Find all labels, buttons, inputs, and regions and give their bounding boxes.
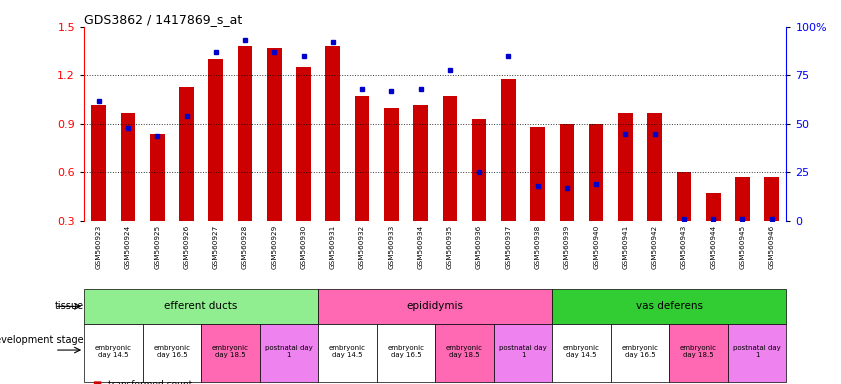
Text: GSM560923: GSM560923 [96,224,102,269]
Bar [472,119,486,221]
Bar [384,108,399,221]
Bar [531,127,545,221]
Bar [611,324,669,382]
Text: GSM560931: GSM560931 [330,224,336,269]
Bar [648,113,662,221]
Text: embryonic
day 18.5: embryonic day 18.5 [446,345,483,358]
Text: transformed count: transformed count [108,380,192,384]
Text: GSM560943: GSM560943 [681,224,687,269]
Bar [618,113,632,221]
Text: embryonic
day 16.5: embryonic day 16.5 [388,345,425,358]
Text: GSM560933: GSM560933 [389,224,394,269]
Bar [92,104,106,221]
Text: postnatal day
1: postnatal day 1 [265,345,313,358]
Bar [501,79,516,221]
Text: GSM560942: GSM560942 [652,224,658,269]
Bar [120,113,135,221]
Bar [238,46,252,221]
Bar [355,96,369,221]
Bar [325,46,340,221]
Bar [318,324,377,382]
Bar [589,124,604,221]
Text: GSM560924: GSM560924 [125,224,131,269]
Text: embryonic
day 16.5: embryonic day 16.5 [153,345,190,358]
Bar [559,124,574,221]
Text: GSM560938: GSM560938 [535,224,541,269]
Text: ■: ■ [93,380,102,384]
Text: GSM560932: GSM560932 [359,224,365,269]
Text: embryonic
day 18.5: embryonic day 18.5 [680,345,717,358]
Text: GSM560936: GSM560936 [476,224,482,269]
Text: epididymis: epididymis [407,301,463,311]
Bar [209,59,223,221]
Text: GSM560941: GSM560941 [622,224,628,269]
Bar [764,177,779,221]
Text: GSM560930: GSM560930 [300,224,307,269]
Bar [735,177,750,221]
Text: embryonic
day 14.5: embryonic day 14.5 [563,345,600,358]
Bar [727,324,786,382]
Bar [706,194,721,221]
Bar [84,289,318,324]
Text: GSM560946: GSM560946 [769,224,775,269]
Bar [413,104,428,221]
Bar [179,87,193,221]
Text: embryonic
day 16.5: embryonic day 16.5 [621,345,659,358]
Bar [150,134,165,221]
Text: GSM560944: GSM560944 [710,224,717,269]
Text: postnatal day
1: postnatal day 1 [733,345,781,358]
Bar [260,324,318,382]
Bar [442,96,458,221]
Text: GSM560940: GSM560940 [593,224,599,269]
Bar [296,67,311,221]
Text: postnatal day
1: postnatal day 1 [499,345,547,358]
Bar [553,324,611,382]
Bar [267,48,282,221]
Bar [84,324,143,382]
Text: GSM560927: GSM560927 [213,224,219,269]
Bar [143,324,201,382]
Text: GSM560926: GSM560926 [183,224,189,269]
Bar [201,324,260,382]
Text: vas deferens: vas deferens [636,301,703,311]
Text: GSM560945: GSM560945 [739,224,745,269]
Text: development stage: development stage [0,335,84,345]
Text: GSM560937: GSM560937 [505,224,511,269]
Bar [318,289,553,324]
Text: GSM560935: GSM560935 [447,224,452,269]
Text: GSM560925: GSM560925 [154,224,161,269]
Text: embryonic
day 14.5: embryonic day 14.5 [329,345,366,358]
Text: tissue: tissue [55,301,84,311]
Text: GDS3862 / 1417869_s_at: GDS3862 / 1417869_s_at [84,13,242,26]
Text: embryonic
day 18.5: embryonic day 18.5 [212,345,249,358]
Bar [436,324,494,382]
Text: GSM560929: GSM560929 [272,224,278,269]
Text: embryonic
day 14.5: embryonic day 14.5 [95,345,132,358]
Bar [677,172,691,221]
Text: efferent ducts: efferent ducts [165,301,238,311]
Bar [669,324,727,382]
Text: GSM560928: GSM560928 [242,224,248,269]
Bar [377,324,436,382]
Text: GSM560939: GSM560939 [563,224,570,269]
Bar [494,324,553,382]
Bar [553,289,786,324]
Text: GSM560934: GSM560934 [418,224,424,269]
